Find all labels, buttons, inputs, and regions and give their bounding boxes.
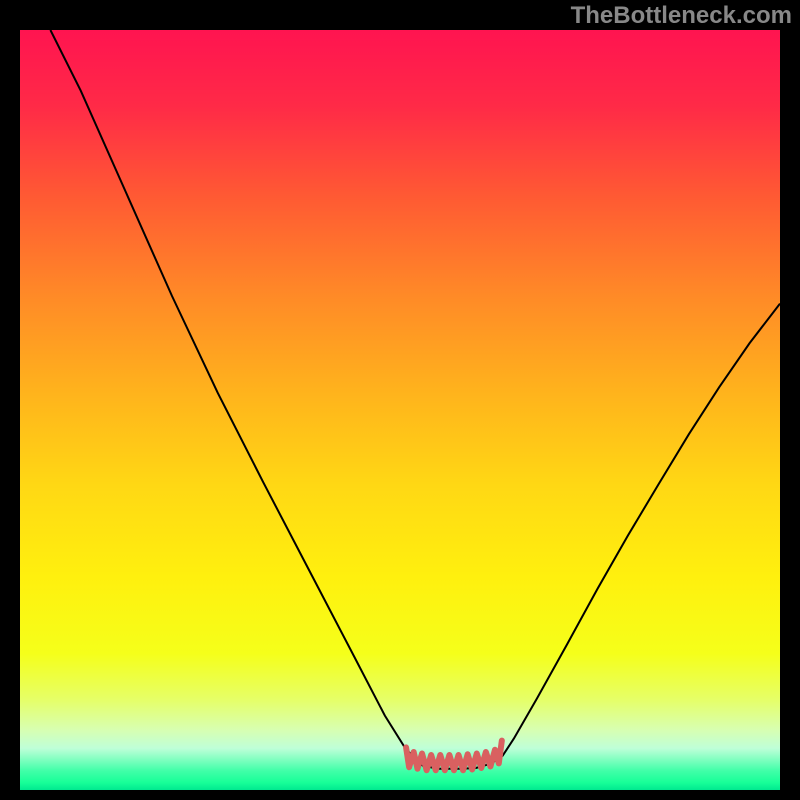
chart-svg <box>20 30 780 790</box>
gradient-background <box>20 30 780 790</box>
plot-area <box>20 30 780 790</box>
watermark-text: TheBottleneck.com <box>571 2 792 30</box>
chart-container: TheBottleneck.com <box>0 0 800 800</box>
